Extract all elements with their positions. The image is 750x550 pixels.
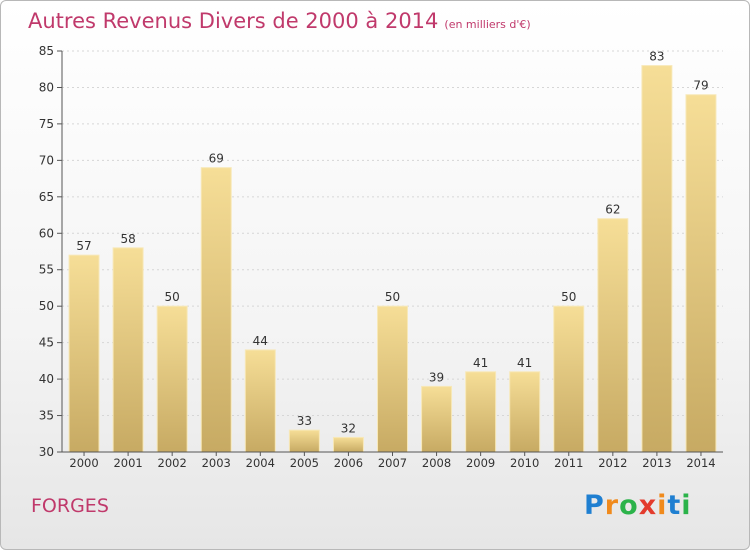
bar-value-label: 39 — [429, 370, 444, 384]
logo-letter: r — [604, 490, 620, 521]
logo-letter: i — [681, 490, 692, 521]
x-tick-label: 2011 — [554, 456, 583, 470]
chart-title-text: Autres Revenus Divers de 2000 à 2014 — [28, 9, 439, 33]
bar — [553, 305, 585, 453]
bar-value-label: 79 — [693, 79, 708, 93]
x-tick-label: 2003 — [202, 456, 231, 470]
x-tick-label: 2000 — [69, 456, 98, 470]
logo-letter: t — [667, 490, 682, 521]
bar — [112, 247, 144, 453]
bar — [421, 385, 453, 453]
x-tick-label: 2006 — [334, 456, 363, 470]
bar-value-label: 58 — [120, 232, 135, 246]
x-tick-label: 2005 — [290, 456, 319, 470]
x-tick-label: 2009 — [466, 456, 495, 470]
x-tick-label: 2013 — [642, 456, 671, 470]
y-tick-label: 40 — [39, 372, 54, 386]
y-tick-label: 80 — [39, 80, 54, 94]
chart-unit: (en milliers d'€) — [444, 18, 531, 31]
bar — [465, 371, 497, 453]
bar-value-label: 50 — [561, 290, 576, 304]
bar — [200, 167, 232, 453]
x-tick-label: 2007 — [378, 456, 407, 470]
x-tick-label: 2014 — [686, 456, 715, 470]
y-tick-label: 75 — [39, 117, 54, 131]
labels: 57 58 50 69 44 33 32 50 39 41 41 50 62 83 79 — [76, 50, 708, 436]
x-tick-label: 2012 — [598, 456, 627, 470]
bar-value-label: 69 — [209, 152, 224, 166]
x-tick-label: 2001 — [113, 456, 142, 470]
y-tick-label: 50 — [39, 299, 54, 313]
bar-value-label: 62 — [605, 203, 620, 217]
bar-value-label: 41 — [517, 356, 532, 370]
bar — [156, 305, 188, 453]
y-tick-label: 65 — [39, 190, 54, 204]
bar-value-label: 44 — [253, 334, 268, 348]
axes: 30 35 40 45 50 55 60 65 70 75 80 85 2000 2001 2002 2003… — [39, 44, 723, 470]
logo-letter: x — [638, 490, 658, 521]
bar — [597, 218, 629, 453]
x-tick-label: 2010 — [510, 456, 539, 470]
logo-letter: P — [584, 490, 605, 521]
logo-letter: i — [657, 490, 668, 521]
x-tick-label: 2004 — [246, 456, 275, 470]
y-tick-label: 70 — [39, 153, 54, 167]
bar — [288, 429, 320, 453]
y-tick-label: 60 — [39, 226, 54, 240]
place-name: FORGES — [31, 495, 109, 517]
bar — [641, 65, 673, 453]
x-tick-label: 2002 — [158, 456, 187, 470]
chart-title: Autres Revenus Divers de 2000 à 2014 (en … — [28, 9, 531, 33]
bar-value-label: 32 — [341, 421, 356, 435]
bar — [68, 254, 100, 453]
y-tick-label: 55 — [39, 263, 54, 277]
logo-letter: o — [619, 490, 639, 521]
bar — [332, 436, 364, 453]
bar-value-label: 50 — [165, 290, 180, 304]
bar-value-label: 33 — [297, 414, 312, 428]
y-tick-label: 85 — [39, 44, 54, 58]
bar — [377, 305, 408, 453]
bar — [244, 349, 276, 453]
y-tick-label: 45 — [39, 336, 54, 350]
bar-value-label: 41 — [473, 356, 488, 370]
bar-value-label: 50 — [385, 290, 400, 304]
bar — [509, 371, 541, 453]
x-tick-label: 2008 — [422, 456, 451, 470]
y-tick-label: 35 — [39, 409, 54, 423]
bar-value-label: 57 — [76, 239, 91, 253]
bar-value-label: 83 — [649, 50, 664, 64]
y-tick-label: 30 — [39, 445, 54, 459]
proxiti-logo: Proxiti — [584, 490, 692, 521]
bar — [685, 94, 717, 453]
